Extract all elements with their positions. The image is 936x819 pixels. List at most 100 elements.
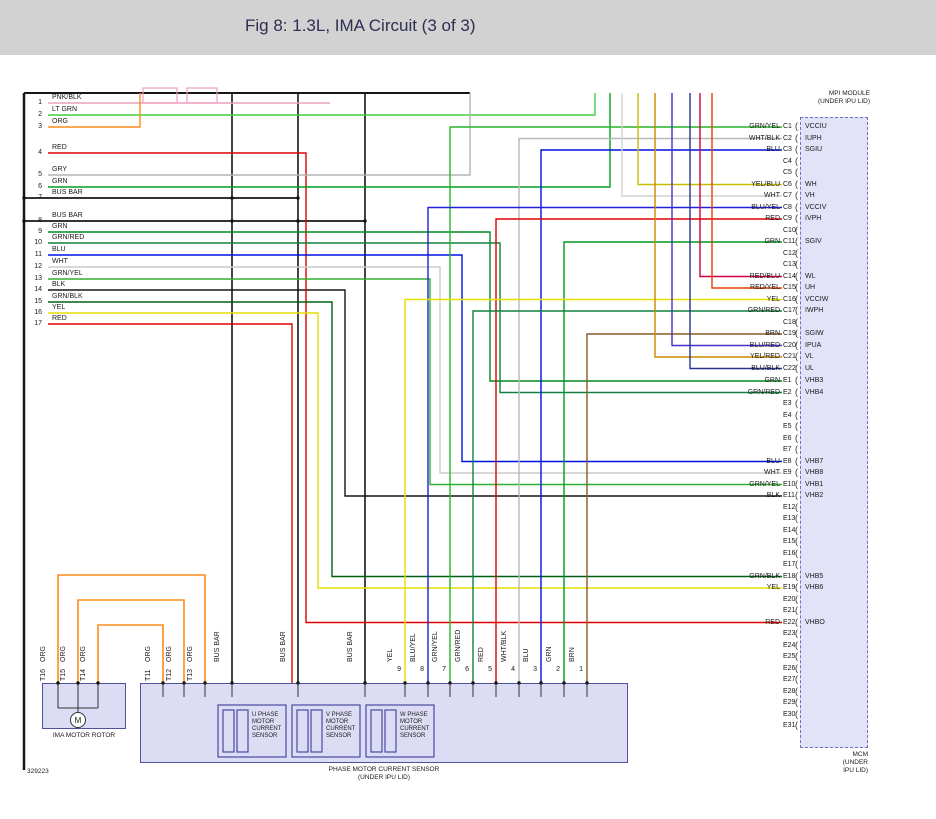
sensor-label-line: CURRENT	[252, 726, 282, 732]
pin-bracket: (	[795, 155, 798, 166]
pin-bracket: (	[795, 409, 798, 420]
wire-pin3-org	[48, 93, 141, 128]
bottom-pin-wire-label: ORG	[80, 646, 87, 662]
sensor-label-line: MOTOR	[326, 719, 349, 725]
sensor-label-line: W PHASE	[400, 712, 428, 718]
pin-bracket: (	[795, 720, 798, 730]
ima-motor-rotor-caption: IMA MOTOR ROTOR	[52, 732, 116, 739]
connector-box-2	[186, 87, 218, 104]
right-pin-id: C21	[783, 353, 796, 360]
wire-pin15-grnblk-to-E18	[48, 301, 782, 578]
right-pin-id: E14	[783, 526, 796, 534]
mpi-module-label-line1: MPI MODULE	[828, 90, 870, 97]
right-pin-id: C12	[783, 249, 796, 257]
right-pin-wire-label: GRN/YEL	[749, 123, 780, 130]
left-pin-number: 6	[38, 183, 42, 190]
left-pin-wire-label: GRN/YEL	[52, 270, 83, 277]
mcm-label-line2: (UNDER	[842, 759, 868, 766]
right-pin-id: E24	[783, 641, 796, 649]
right-pin-signal: VHB3	[805, 377, 824, 384]
junction-dot	[56, 681, 60, 685]
left-pin-wire-label: BUS BAR	[52, 189, 83, 196]
right-pin-signal: SGIV	[805, 238, 822, 245]
pin-bracket: (	[795, 247, 798, 258]
bottom-pin-wire-label: BUS BAR	[347, 631, 354, 662]
phase-sensor-caption-line2: (UNDER IPU LID)	[357, 774, 410, 781]
right-pin-wire-label: BLU	[766, 457, 780, 465]
right-pin-wire-label: RED/YEL	[750, 284, 780, 291]
pin-bracket: (	[795, 467, 798, 477]
sensor-label: V PHASE MOTOR CURRENT SENSOR	[326, 712, 355, 740]
wire-C9-red-to-pin5	[495, 218, 782, 683]
right-pin-id: E1	[783, 377, 792, 384]
sensor-label-line: CURRENT	[326, 726, 356, 732]
wire-pin5-gry	[48, 93, 471, 176]
wire-C16-yel-to-pin9	[404, 298, 782, 683]
right-pin-signal: VHB5	[805, 572, 824, 580]
right-pin-wire-label: RED	[765, 618, 780, 626]
pin-bracket: (	[795, 593, 798, 604]
wire-pin2-ltgrn	[48, 93, 596, 116]
wire-pin11-blu-to-E8	[48, 254, 782, 463]
right-pin-id: C15	[783, 284, 796, 291]
right-pin-signal: VCCIU	[805, 123, 827, 130]
right-pin-wire-label: GRN/RED	[747, 388, 780, 396]
right-pin-id: E31	[783, 722, 796, 729]
pin-bracket: (	[795, 547, 798, 558]
bottom-pin-id: T14	[80, 668, 87, 681]
right-pin-signal: SGIU	[805, 146, 823, 153]
bottom-pin-wire-label: YEL	[387, 648, 394, 662]
left-pin-wire-label: RED	[52, 144, 67, 151]
right-pin-wire-label: GRN/RED	[747, 307, 780, 314]
left-pin-number: 12	[34, 263, 42, 270]
bottom-pin-wire-label: BUS BAR	[280, 631, 287, 662]
right-pin-id: C16	[783, 295, 796, 303]
pin-bracket: (	[795, 674, 798, 684]
right-pin-id: C1	[783, 123, 792, 130]
v-sensor-element-1	[296, 709, 309, 753]
bottom-pin-wire-label: WHT/BLK	[501, 630, 508, 662]
pin-bracket: (	[795, 398, 798, 408]
left-pin-number: 9	[38, 228, 42, 235]
phase-motor-current-sensor-box	[140, 683, 628, 763]
pin-bracket: (	[795, 213, 798, 223]
right-pin-id: E30	[783, 710, 796, 718]
right-pin-id: E15	[783, 538, 796, 545]
left-pin-number: 5	[38, 171, 42, 178]
left-pin-number: 11	[34, 251, 42, 258]
left-pin-number: 10	[34, 239, 42, 246]
bottom-pin-id: T15	[60, 668, 67, 681]
right-pin-id: E11	[783, 492, 795, 499]
bottom-pin-number: 4	[511, 666, 515, 673]
junction-dot	[296, 196, 300, 200]
wire-org-loop-middle	[77, 599, 185, 683]
u-phase-box	[217, 704, 287, 758]
right-pin-signal: WL	[805, 272, 816, 280]
wire-C7-wht-up	[621, 93, 782, 197]
right-pin-id: C13	[783, 261, 796, 268]
wire-C3-blu-to-pin3	[540, 149, 782, 683]
pin-bracket: (	[795, 616, 798, 627]
right-pin-id: C10	[783, 226, 796, 234]
left-pin-number: 2	[38, 111, 42, 118]
right-pin-id: E25	[783, 653, 796, 660]
left-pin-wire-label: GRY	[52, 166, 68, 173]
right-pin-signal: VHB7	[805, 457, 824, 465]
left-pin-number: 14	[34, 286, 42, 293]
pin-bracket: (	[795, 421, 798, 431]
mpi-module-label-line2: (UNDER IPU LID)	[817, 98, 870, 105]
pin-bracket: (	[795, 536, 798, 546]
right-pin-wire-label: BRN	[765, 330, 780, 337]
right-pin-id: C2	[783, 134, 792, 142]
right-pin-wire-label: BLU/BLK	[751, 364, 780, 372]
right-pin-id: E19	[783, 584, 796, 591]
wire-pin13-grnyel-to-E10	[48, 278, 782, 486]
left-pin-number: 3	[38, 123, 42, 130]
pin-bracket: (	[795, 582, 798, 592]
right-pin-signal: VHBO	[805, 618, 825, 626]
left-pin-number: 8	[38, 217, 42, 224]
pin-bracket: (	[795, 524, 798, 535]
right-pin-id: E29	[783, 699, 796, 706]
u-sensor-element-1	[222, 709, 235, 753]
